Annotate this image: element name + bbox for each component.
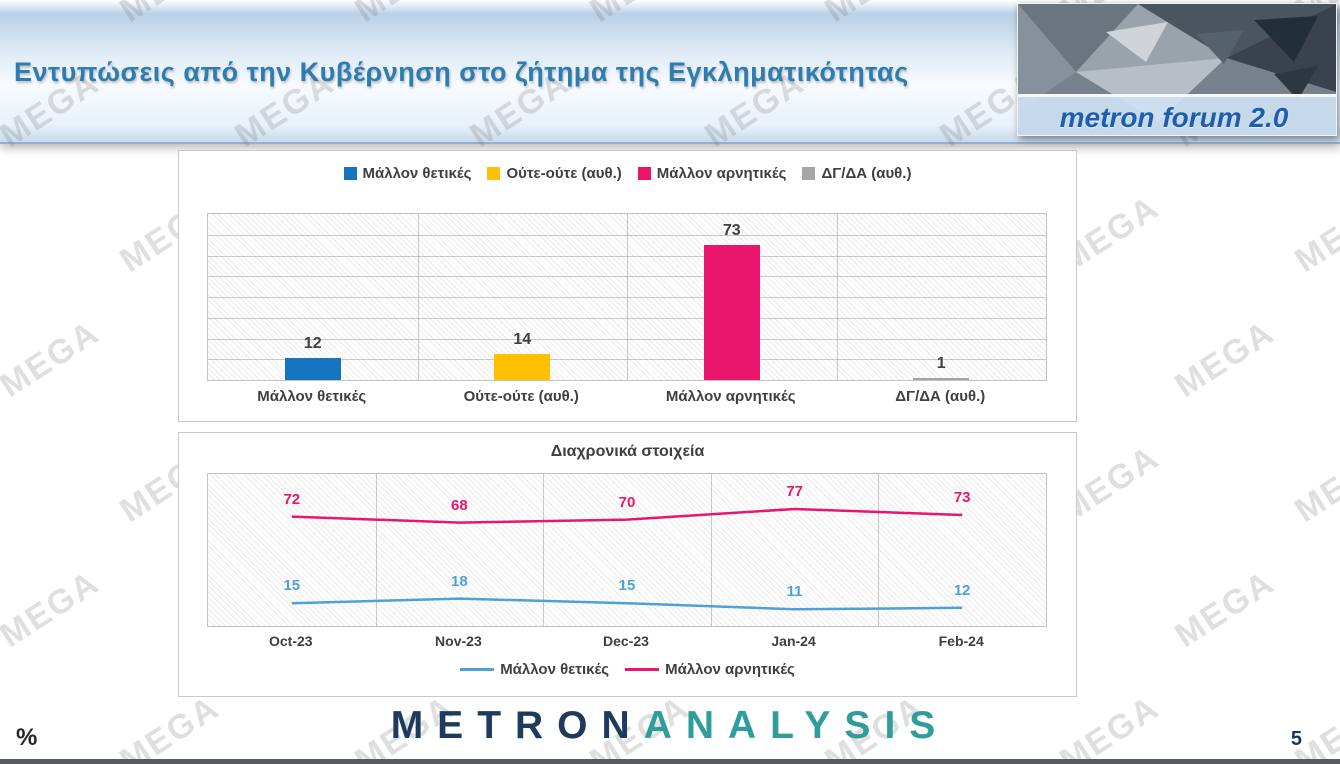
gridline-horizontal [208, 359, 1046, 361]
point-value-label: 11 [786, 583, 803, 601]
bar-3 [913, 378, 970, 380]
legend-label: Ούτε-ούτε (αυθ.) [506, 165, 622, 182]
watermark-text: MEGA [1288, 188, 1340, 280]
gridline-vertical [878, 474, 880, 626]
gridline-horizontal [208, 338, 1046, 340]
brand-metron: METRON [390, 704, 644, 747]
category-label: Ούτε-ούτε (αυθ.) [463, 388, 579, 405]
legend-item: Μάλλον αρνητικές [625, 661, 795, 678]
metron-analysis-logo: METRONANALYSIS [0, 704, 1340, 748]
category-label: ΔΓ/ΔΑ (αυθ.) [895, 388, 986, 405]
gridline-vertical [375, 474, 377, 626]
bottom-edge-bar [0, 759, 1340, 764]
gridline-vertical [417, 214, 419, 380]
legend-item: Ούτε-ούτε (αυθ.) [487, 165, 622, 182]
bar-chart-plot: 12 14 73 1 [207, 213, 1047, 381]
point-value-label: 12 [953, 581, 971, 599]
line-chart-title: Διαχρονικά στοιχεία [550, 443, 705, 460]
legend-item: Μάλλον θετικές [460, 661, 609, 678]
gridline-vertical [836, 214, 838, 380]
bar-2 [703, 245, 760, 380]
legend-line-swatch [460, 668, 495, 671]
category-label: Μάλλον αρνητικές [665, 388, 796, 405]
gridline-vertical [710, 474, 712, 626]
logo-mosaic-image [1018, 4, 1336, 135]
legend-swatch [343, 167, 357, 180]
bar-0 [284, 357, 341, 380]
bar-value-label: 14 [513, 331, 532, 349]
line-chart-plot: 15 18 15 11 12 72 68 70 77 73 [207, 473, 1047, 627]
legend-swatch [802, 167, 816, 180]
x-axis-label: Dec-23 [603, 633, 649, 649]
bar-value-label: 1 [936, 355, 946, 373]
point-value-label: 15 [283, 577, 301, 595]
gridline-vertical [543, 474, 545, 626]
watermark-text: MEGA [1288, 438, 1340, 530]
legend-swatch [637, 167, 651, 180]
line-series [291, 597, 963, 611]
gridline-horizontal [208, 297, 1046, 298]
x-axis-label: Feb-24 [938, 633, 984, 649]
legend-label: Μάλλον αρνητικές [656, 165, 787, 182]
x-axis-label: Jan-24 [771, 633, 816, 649]
point-value-label: 73 [953, 489, 971, 507]
bar-chart-panel: Μάλλον θετικές Ούτε-ούτε (αυθ.) Μάλλον αρν… [178, 150, 1077, 422]
percent-label: % [16, 724, 38, 751]
watermark-text: MEGA [0, 313, 107, 405]
point-value-label: 18 [451, 572, 468, 590]
category-label: Μάλλον θετικές [257, 388, 367, 405]
line-series-svg [291, 507, 963, 611]
bar-chart-category-labels: Μάλλον θετικές Ούτε-ούτε (αυθ.) Μάλλον αρν… [207, 388, 1045, 405]
bar-value-label: 73 [722, 222, 741, 240]
point-value-label: 72 [283, 490, 301, 508]
x-axis-label: Nov-23 [435, 633, 482, 649]
metron-forum-logo: metron forum 2.0 [1017, 3, 1337, 136]
line-chart-legend: Μάλλον θετικές Μάλλον αρνητικές [179, 661, 1076, 678]
bar-chart-legend: Μάλλον θετικές Ούτε-ούτε (αυθ.) Μάλλον αρν… [179, 165, 1076, 182]
gridline-horizontal [208, 234, 1046, 236]
page-number: 5 [1290, 728, 1302, 750]
gridline-horizontal [208, 276, 1046, 278]
brand-analysis: ANALYSIS [643, 704, 950, 747]
logo-text: metron forum 2.0 [1059, 102, 1289, 133]
bar-value-label: 12 [303, 334, 322, 352]
legend-swatch [487, 167, 501, 180]
watermark-text: MEGA [1168, 563, 1282, 655]
gridline-horizontal [208, 317, 1046, 319]
legend-line-swatch [625, 668, 660, 671]
point-value-label: 77 [786, 482, 803, 500]
x-axis-label: Oct-23 [269, 633, 313, 649]
line-chart-panel: Διαχρονικά στοιχεία 15 18 15 11 12 72 68 70 77 73… [178, 432, 1077, 697]
watermark-text: MEGA [1168, 313, 1282, 405]
legend-item: Μάλλον αρνητικές [637, 165, 787, 182]
legend-label: Μάλλον θετικές [500, 661, 610, 678]
page-title: Εντυπώσεις από την Κυβέρνηση στο ζήτημα … [14, 57, 909, 87]
point-value-label: 15 [618, 577, 636, 595]
point-value-label: 70 [618, 493, 636, 511]
bar-1 [494, 354, 551, 380]
legend-item: ΔΓ/ΔΑ (αυθ.) [802, 165, 911, 182]
legend-label: Μάλλον θετικές [362, 165, 472, 182]
legend-item: Μάλλον θετικές [343, 165, 472, 182]
line-series [291, 507, 963, 524]
legend-label: Μάλλον αρνητικές [665, 661, 795, 678]
gridline-horizontal [208, 255, 1046, 257]
line-chart-x-labels: Oct-23 Nov-23 Dec-23 Jan-24 Feb-24 [207, 633, 1045, 649]
gridline-vertical [627, 214, 628, 380]
point-value-label: 68 [451, 496, 468, 514]
legend-label: ΔΓ/ΔΑ (αυθ.) [821, 165, 912, 182]
watermark-text: MEGA [0, 563, 107, 655]
